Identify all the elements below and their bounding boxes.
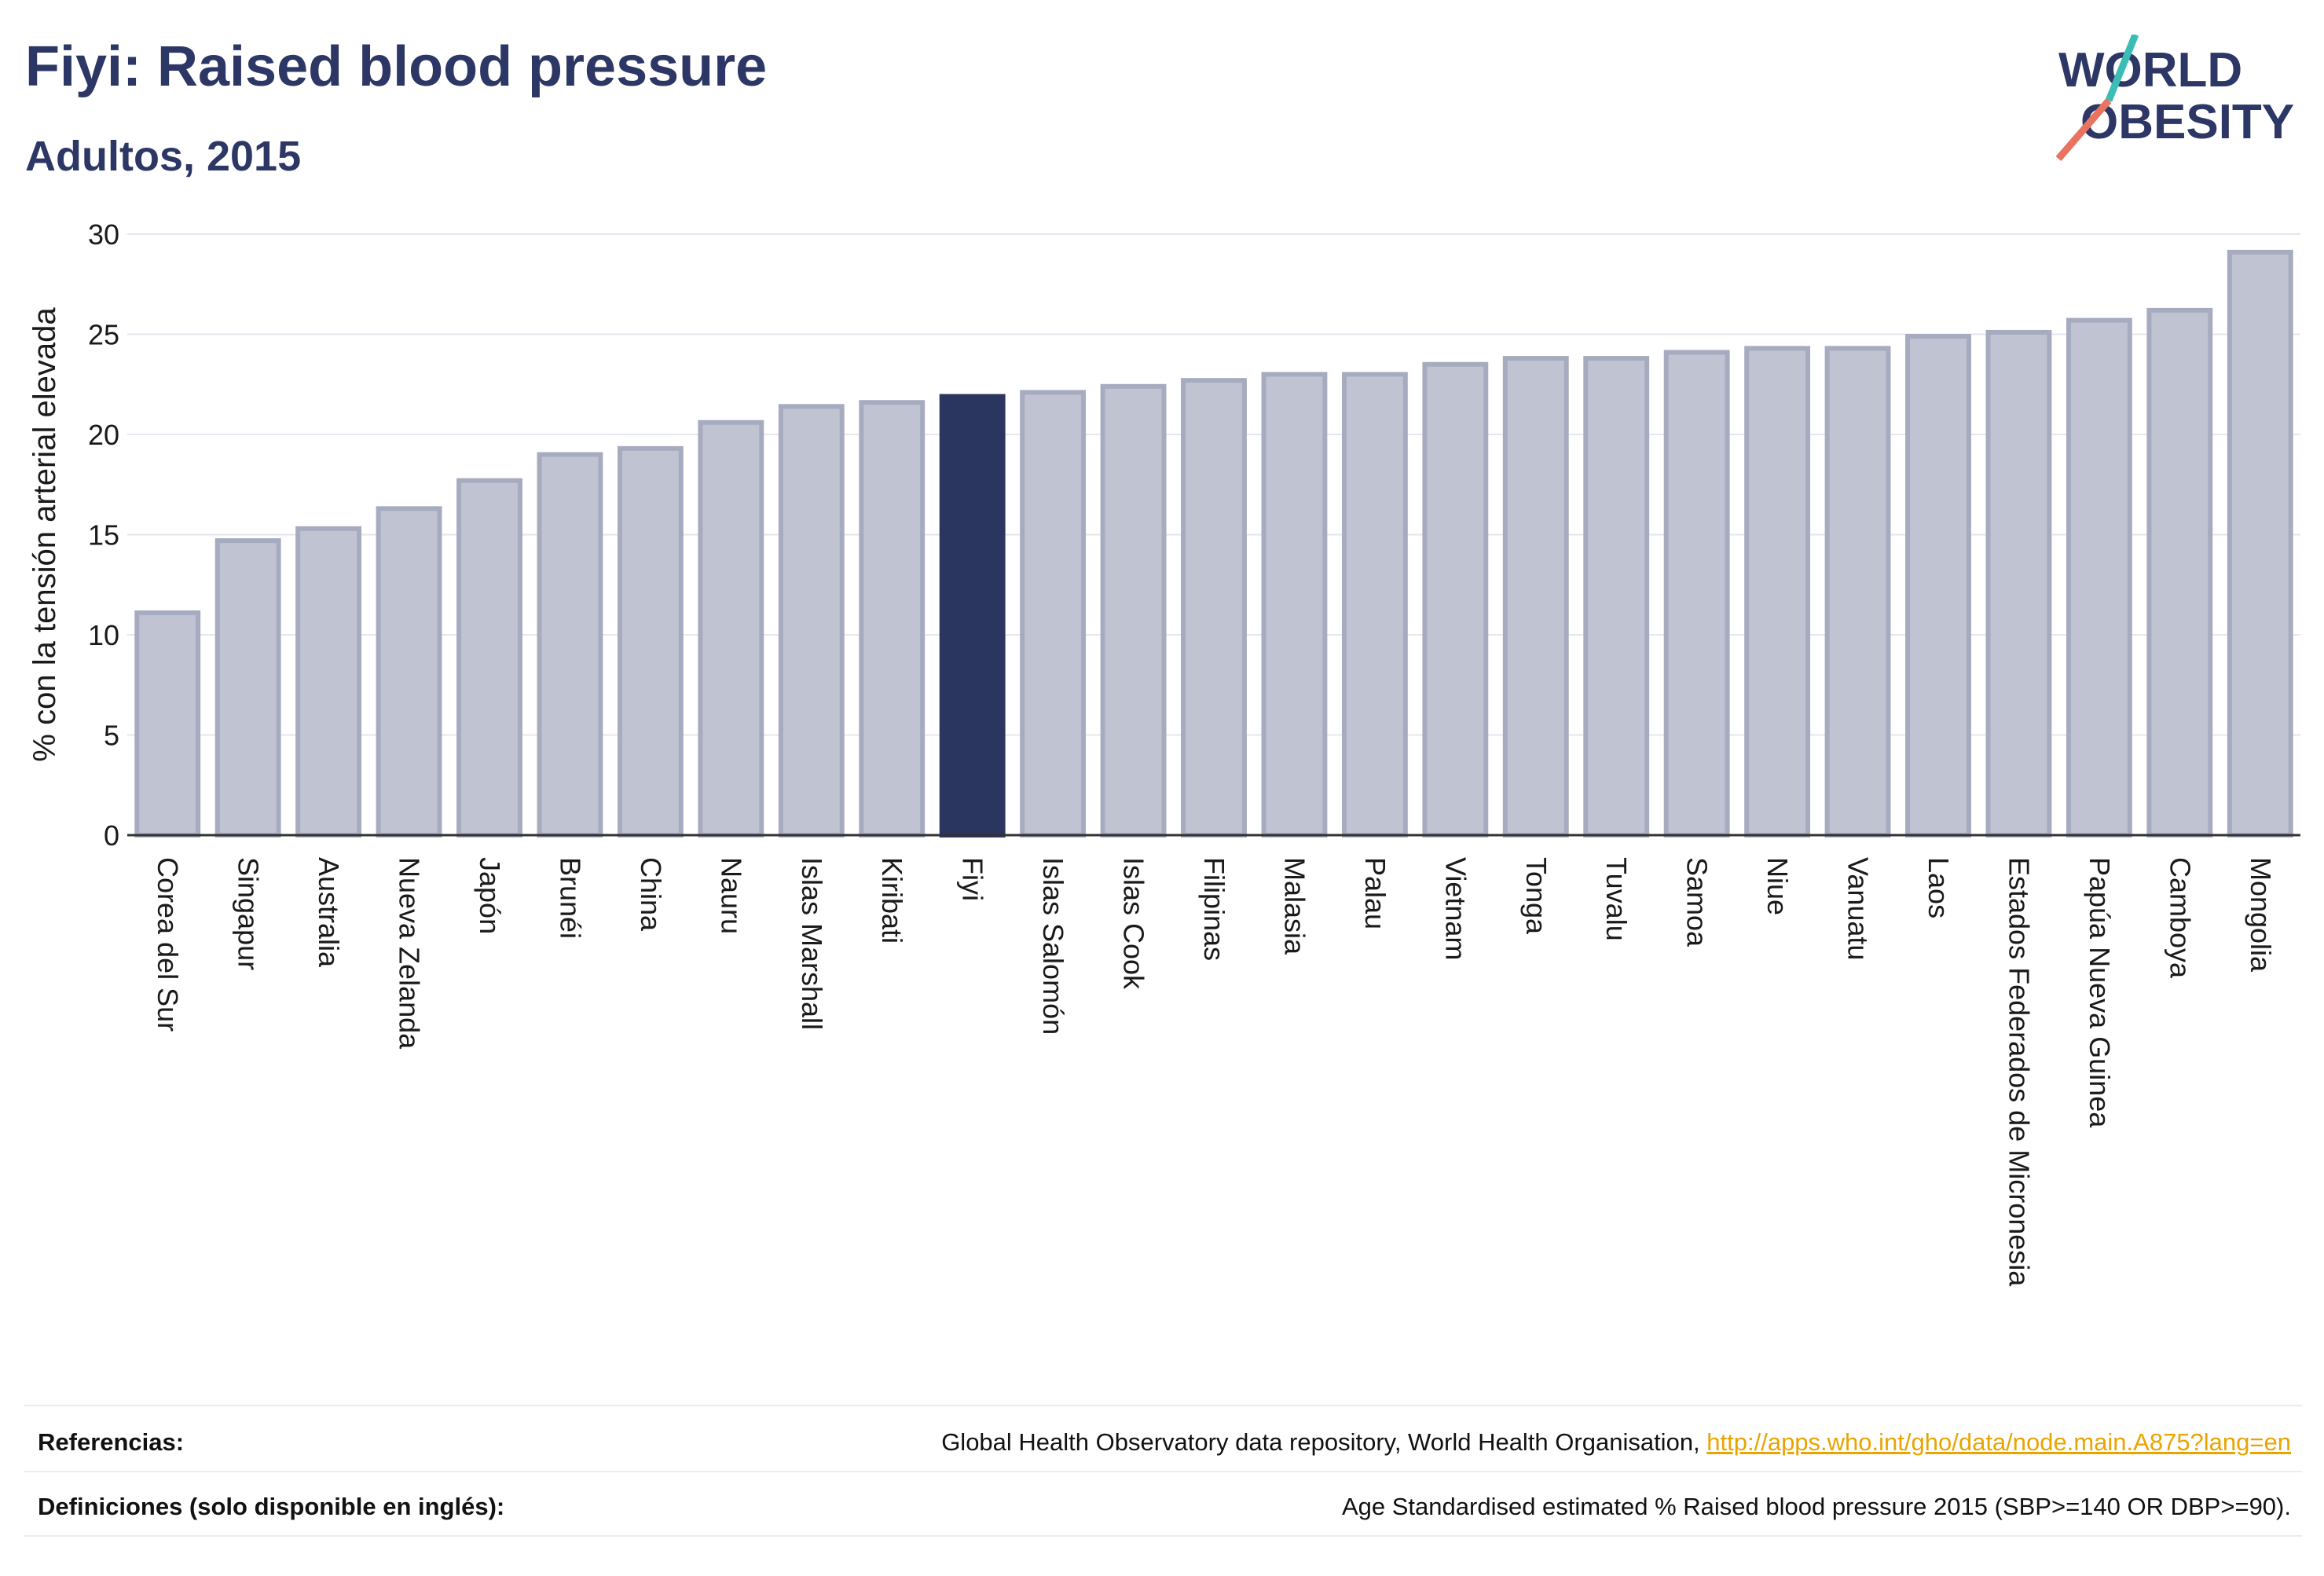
bar [859, 400, 926, 837]
bar [2066, 317, 2132, 837]
x-tick-label: Japón [474, 857, 506, 934]
bar [456, 478, 522, 838]
x-tick-label: Islas Cook [1118, 857, 1150, 990]
x-tick-label: Nueva Zelanda [394, 857, 426, 1050]
bar [1502, 356, 1569, 838]
x-tick-label: China [635, 857, 667, 932]
x-tick-label: Vietnam [1439, 857, 1472, 960]
y-tick-label: 15 [88, 519, 119, 552]
references-link[interactable]: http://apps.who.int/gho/data/node.main.A… [1706, 1428, 2291, 1456]
bar-highlighted [939, 394, 1006, 837]
x-tick-label: Estados Federados de Micronesia [2003, 857, 2035, 1287]
bar [1341, 372, 1408, 837]
references-text: Global Health Observatory data repositor… [941, 1428, 1707, 1456]
logo-line-2: OBESITY [2080, 95, 2294, 149]
x-tick-label: Filipinas [1198, 857, 1230, 961]
x-tick-label: Camboya [2164, 857, 2196, 979]
chart-subtitle: Adultos, 2015 [25, 133, 302, 180]
y-tick-label: 30 [88, 218, 119, 251]
world-obesity-logo: WORLD OBESITY [2055, 35, 2294, 161]
footer-divider-middle [24, 1471, 2302, 1472]
references-value: Global Health Observatory data repositor… [941, 1428, 2302, 1457]
y-tick-label: 20 [88, 419, 119, 451]
logo-slash-coral [2055, 98, 2112, 161]
x-tick-label: Palau [1359, 857, 1391, 929]
bar [778, 404, 845, 837]
x-tick-label: Vanuatu [1842, 857, 1875, 960]
x-tick-labels: Corea del Sur Singapur Australia Nueva Zela… [152, 857, 2277, 1287]
bar [1020, 390, 1087, 837]
references-label: Referencias: [38, 1428, 185, 1456]
logo-line-1: WORLD [2058, 43, 2242, 97]
bar [1824, 346, 1891, 838]
footer-divider-bottom [24, 1535, 2302, 1537]
footer-references-row: Referencias: Global Health Observatory d… [24, 1411, 2302, 1474]
definitions-value: Age Standardised estimated % Raised bloo… [1341, 1493, 2291, 1520]
bar [1905, 334, 1971, 837]
bar [295, 526, 362, 837]
definitions-label: Definiciones (solo disponible en inglés)… [38, 1493, 505, 1520]
bar [1261, 372, 1328, 837]
y-tick-label: 5 [104, 720, 119, 752]
x-tick-label: Kiribati [876, 857, 908, 944]
x-tick-label: Malasia [1278, 857, 1310, 955]
bar-chart: 0 5 10 15 20 25 30 Corea del Sur Singapur Austra… [27, 218, 2300, 1287]
chart-title: Fiyi: Raised blood pressure [25, 35, 768, 98]
bar [1100, 383, 1167, 837]
footer-divider-top [24, 1405, 2302, 1406]
footer-definitions-row: Definiciones (solo disponible en inglés)… [24, 1475, 2302, 1538]
x-tick-label: Islas Salomón [1037, 857, 1069, 1035]
bar [2146, 307, 2213, 837]
bar [134, 610, 201, 837]
bar [1985, 329, 2052, 837]
y-tick-label: 10 [88, 619, 119, 651]
x-tick-label: Tuvalu [1600, 857, 1633, 941]
logo-slash-teal [2105, 35, 2139, 102]
bar [537, 452, 603, 837]
x-tick-label: Corea del Sur [152, 857, 184, 1032]
bars [134, 249, 2293, 838]
x-tick-label: Singapur [233, 857, 265, 970]
x-tick-label: Fiyi [957, 857, 989, 901]
x-tick-label: Samoa [1681, 857, 1714, 947]
x-tick-label: Brunéi [554, 857, 586, 939]
bar [2227, 249, 2293, 837]
bar [1181, 378, 1247, 837]
bar [214, 538, 281, 838]
y-tick-label: 25 [88, 319, 119, 351]
x-tick-label: Niue [1761, 857, 1794, 915]
bar [376, 506, 442, 837]
bar [1663, 350, 1730, 837]
x-tick-label: Nauru [715, 857, 747, 934]
y-axis-label: % con la tensión arterial elevada [27, 307, 62, 762]
bar [617, 445, 684, 837]
bar [698, 420, 764, 837]
x-tick-label: Papúa Nueva Guinea [2084, 857, 2116, 1128]
y-tick-labels: 0 5 10 15 20 25 30 [88, 218, 119, 852]
bar [1583, 356, 1650, 838]
y-tick-label: 0 [104, 819, 119, 852]
bar [1744, 346, 1811, 838]
x-tick-label: Tonga [1520, 857, 1552, 935]
x-tick-label: Laos [1923, 857, 1955, 918]
x-tick-label: Mongolia [2245, 857, 2277, 973]
x-tick-label: Islas Marshall [796, 857, 828, 1030]
bar [1422, 361, 1489, 837]
x-tick-label: Australia [313, 857, 345, 968]
